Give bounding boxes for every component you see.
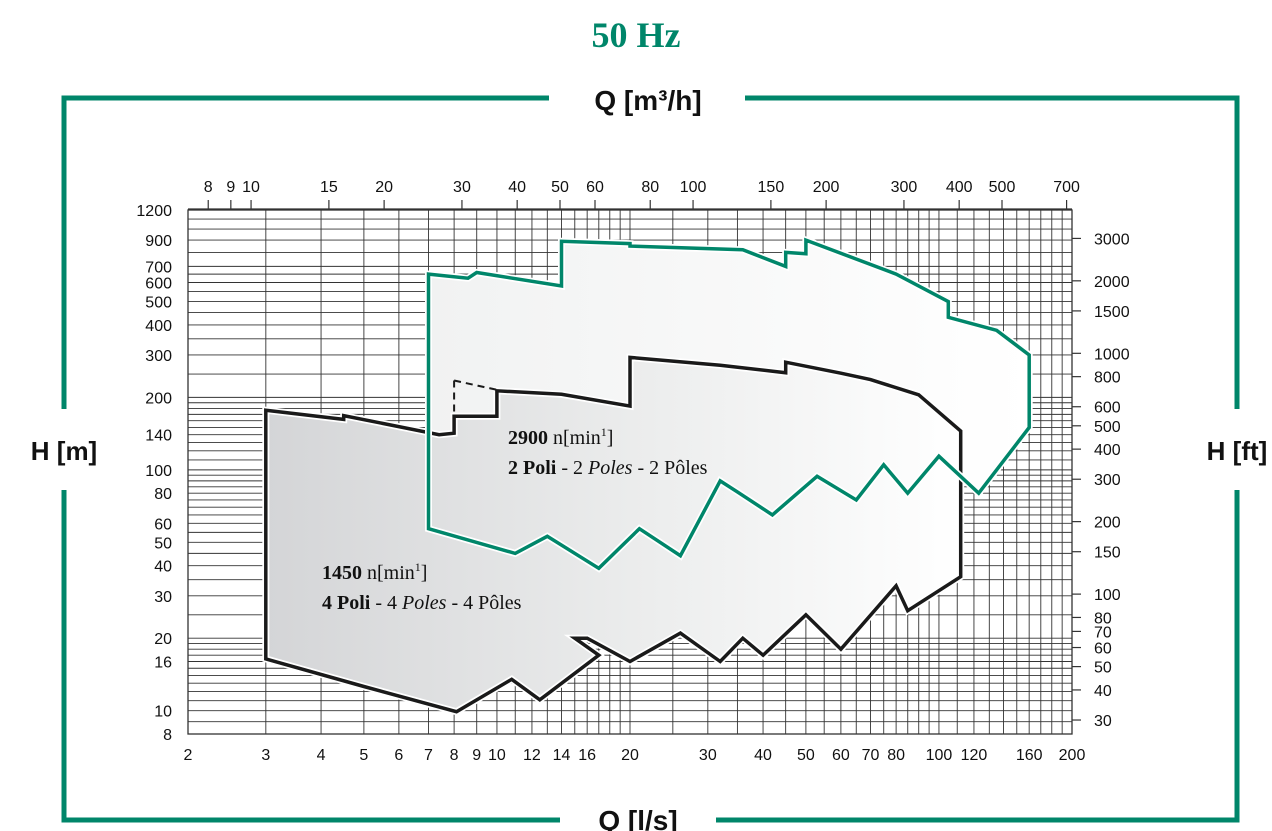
tick-labels: 2 3 4 5 6 7 8 9 10 12 14 16 20 30 40 50 60 70 80 100 120 160 2…: [136, 179, 1129, 764]
y-left-tick-label: 100: [145, 463, 172, 480]
x-bottom-tick-label: 5: [359, 747, 368, 764]
y-left-tick-label: 8: [163, 727, 172, 744]
x-bottom-tick-label: 120: [961, 747, 988, 764]
frame: [61, 95, 1240, 823]
x-bottom-tick-label: 40: [754, 747, 772, 764]
x-bottom-tick-label: 30: [699, 747, 717, 764]
operating-areas: [262, 235, 1033, 716]
y-left-tick-label: 600: [145, 275, 172, 292]
x-bottom-tick-label: 70: [862, 747, 880, 764]
x-bottom-tick-label: 12: [523, 747, 541, 764]
x-bottom-tick-label: 2: [184, 747, 193, 764]
x-top-axis: 8 9 10 15 20 30 40 50 60 80 100 150 200 300 400 500 700: [188, 179, 1080, 210]
y-left-tick-label: 30: [154, 589, 172, 606]
y-left-tick-label: 60: [154, 516, 172, 533]
y-right-tick-label: 1500: [1094, 304, 1130, 321]
y-left-tick-label: 500: [145, 295, 172, 312]
x-top-tick-label: 9: [226, 179, 235, 196]
y-left-tick-label: 16: [154, 655, 172, 672]
x-top-tick-label: 8: [204, 179, 213, 196]
x-bottom-tick-label: 4: [317, 747, 326, 764]
x-bottom-tick-label: 7: [424, 747, 433, 764]
x-top-tick-label: 100: [680, 179, 707, 196]
y-left-tick-label: 10: [154, 704, 172, 721]
y-left-tick-label: 700: [145, 259, 172, 276]
x-bottom-tick-label: 10: [488, 747, 506, 764]
x-bottom-tick-label: 16: [578, 747, 596, 764]
y-right-tick-label: 60: [1094, 641, 1112, 658]
y-right-tick-label: 600: [1094, 400, 1121, 417]
y-left-tick-label: 400: [145, 318, 172, 335]
y-right-tick-label: 30: [1094, 713, 1112, 730]
x-top-axis-title: Q [m³/h]: [594, 85, 701, 116]
y-right-tick-label: 80: [1094, 610, 1112, 627]
x-top-tick-label: 30: [453, 179, 471, 196]
x-bottom-tick-label: 14: [553, 747, 571, 764]
x-bottom-tick-label: 60: [832, 747, 850, 764]
x-bottom-tick-label: 100: [926, 747, 953, 764]
y-left-axis-title: H [m]: [31, 436, 97, 466]
y-left-tick-label: 300: [145, 348, 172, 365]
y-left-tick-label: 900: [145, 233, 172, 250]
series-2900-area: [426, 237, 1031, 571]
y-right-tick-label: 200: [1094, 515, 1121, 532]
y-right-tick-label: 2000: [1094, 274, 1130, 291]
x-top-tick-label: 700: [1053, 179, 1080, 196]
x-bottom-tick-label: 6: [394, 747, 403, 764]
y-right-tick-label: 3000: [1094, 231, 1130, 248]
y-left-tick-label: 80: [154, 486, 172, 503]
y-right-tick-label: 1000: [1094, 346, 1130, 363]
series-2900-speed-label: 2900 n[min1]: [508, 425, 613, 449]
x-bottom-tick-label: 20: [621, 747, 639, 764]
y-left-tick-label: 200: [145, 390, 172, 407]
y-right-tick-label: 70: [1094, 624, 1112, 641]
x-bottom-tick-label: 200: [1059, 747, 1086, 764]
y-right-tick-label: 400: [1094, 442, 1121, 459]
x-top-tick-label: 50: [551, 179, 569, 196]
x-bottom-tick-label: 80: [887, 747, 905, 764]
x-top-tick-label: 300: [891, 179, 918, 196]
x-bottom-axis-title: Q [l/s]: [598, 805, 677, 831]
x-top-tick-label: 500: [989, 179, 1016, 196]
x-top-tick-label: 20: [375, 179, 393, 196]
series-1450-area: [264, 355, 963, 714]
x-bottom-tick-label: 50: [797, 747, 815, 764]
x-bottom-tick-label: 160: [1016, 747, 1043, 764]
x-top-tick-label: 10: [242, 179, 260, 196]
x-bottom-tick-label: 8: [450, 747, 459, 764]
y-right-tick-label: 50: [1094, 660, 1112, 677]
y-right-tick-label: 150: [1094, 545, 1121, 562]
y-left-tick-label: 20: [154, 631, 172, 648]
y-right-tick-label: 40: [1094, 683, 1112, 700]
y-right-tick-label: 500: [1094, 419, 1121, 436]
x-bottom-tick-label: 9: [472, 747, 481, 764]
x-top-tick-label: 60: [586, 179, 604, 196]
x-top-tick-label: 80: [641, 179, 659, 196]
series-1450-speed-label: 1450 n[min1]: [322, 560, 427, 584]
dashed-boundary: [453, 379, 498, 391]
x-top-tick-label: 15: [320, 179, 338, 196]
y-right-tick-label: 800: [1094, 370, 1121, 387]
y-left-tick-label: 1200: [136, 203, 172, 220]
y-right-tick-label: 100: [1094, 587, 1121, 604]
series-2900-poles-label: 2 Poli - 2 Poles - 2 Pôles: [508, 457, 708, 479]
x-top-tick-label: 400: [946, 179, 973, 196]
series-1450-poles-label: 4 Poli - 4 Poles - 4 Pôles: [322, 592, 522, 614]
x-bottom-tick-label: 3: [261, 747, 270, 764]
y-right-tick-label: 300: [1094, 472, 1121, 489]
x-top-tick-label: 150: [758, 179, 785, 196]
y-left-tick-label: 50: [154, 535, 172, 552]
x-top-tick-label: 40: [508, 179, 526, 196]
y-left-tick-label: 140: [145, 428, 172, 445]
y-left-tick-label: 40: [154, 559, 172, 576]
x-top-tick-label: 200: [813, 179, 840, 196]
chart-title: 50 Hz: [592, 15, 681, 55]
y-right-axis-title: H [ft]: [1207, 436, 1268, 466]
